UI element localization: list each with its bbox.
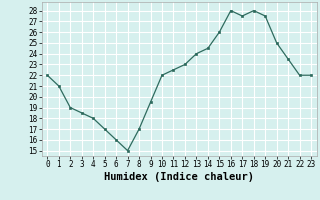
X-axis label: Humidex (Indice chaleur): Humidex (Indice chaleur) xyxy=(104,172,254,182)
